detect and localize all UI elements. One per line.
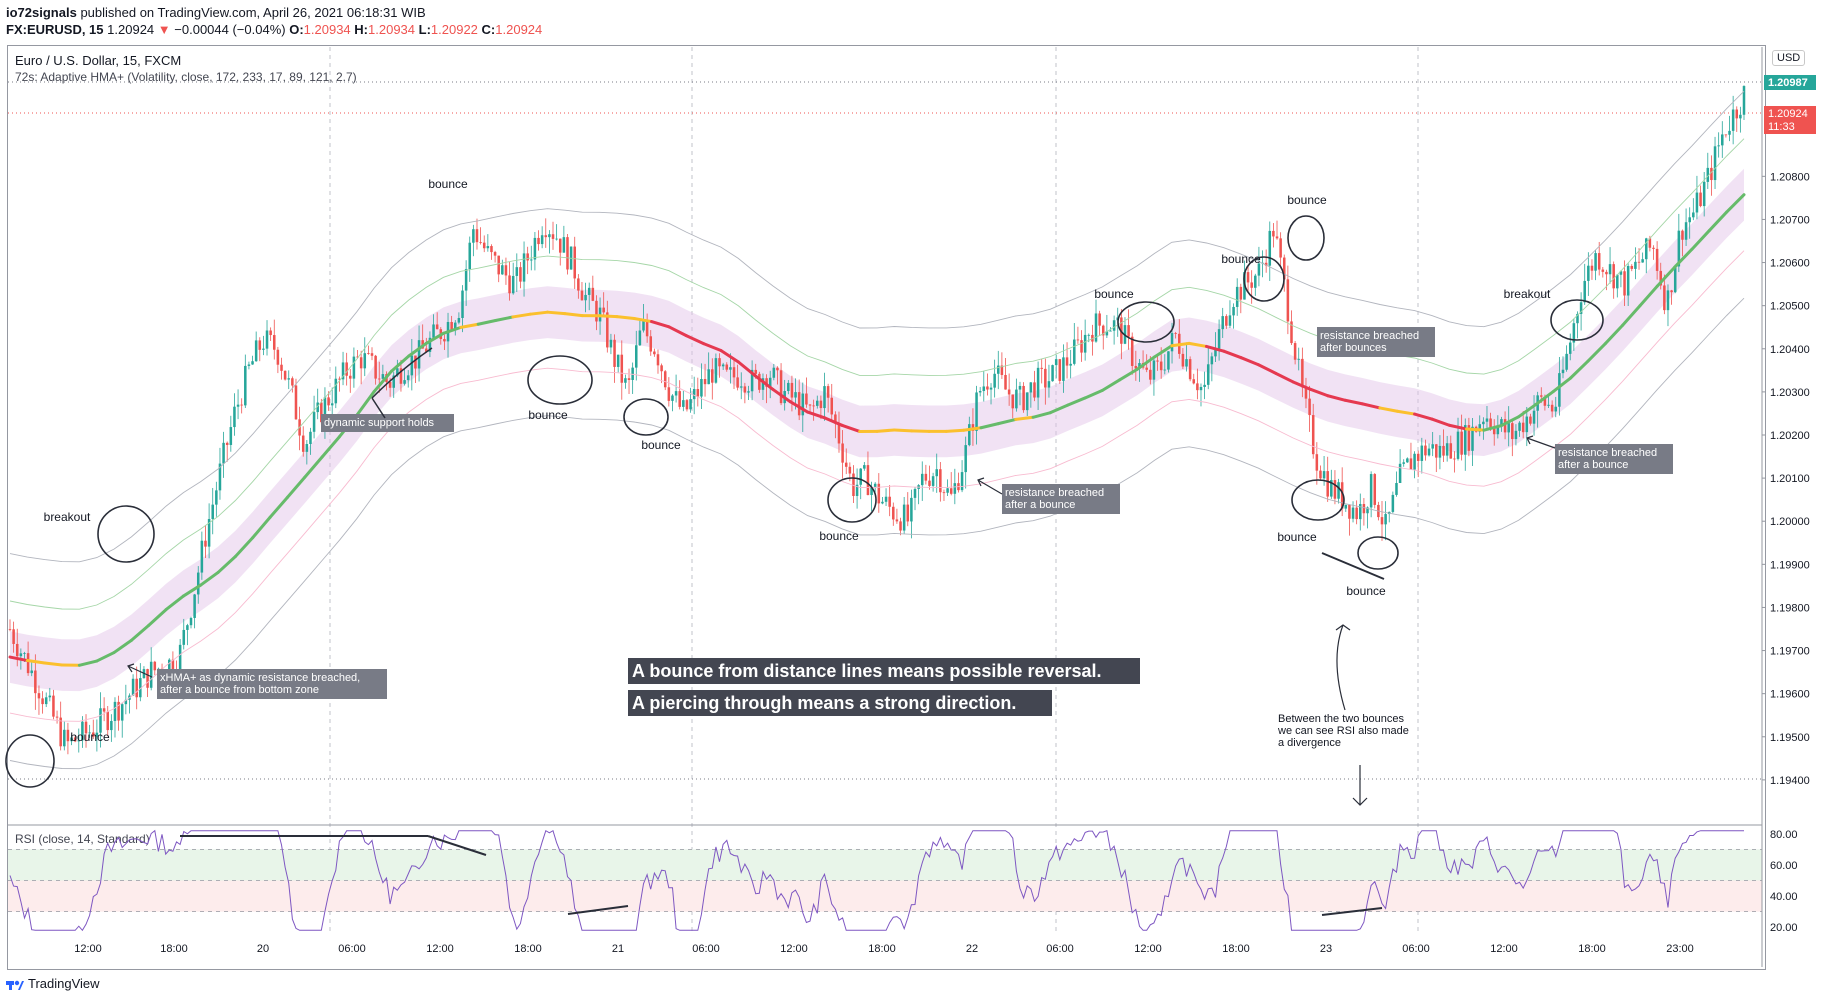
price-badge-red <box>1764 106 1816 134</box>
y-tick-label: 1.19600 <box>1770 689 1810 701</box>
down-arrow-icon: ▼ <box>157 22 171 37</box>
y-tick-label: 1.19800 <box>1770 602 1810 614</box>
chart-legend-title[interactable]: Euro / U.S. Dollar, 15, FXCM <box>15 53 182 68</box>
rsi-tick-label: 40.00 <box>1770 891 1798 903</box>
y-tick-label: 1.19700 <box>1770 646 1810 658</box>
tradingview-footer[interactable]: TradingView <box>6 976 100 991</box>
tradingview-logo-icon <box>6 980 24 990</box>
price-badge-red-label: 1.20924 <box>1768 108 1808 120</box>
y-tick-label: 1.20000 <box>1770 516 1810 528</box>
l-value: 1.20922 <box>430 22 478 37</box>
publish-info: io72signals published on TradingView.com… <box>6 5 426 21</box>
y-tick-label: 1.20700 <box>1770 214 1810 226</box>
price-badge-green-label: 1.20987 <box>1768 77 1808 89</box>
h-value: 1.20934 <box>368 22 416 37</box>
author-name[interactable]: io72signals <box>6 5 77 20</box>
chart-frame[interactable] <box>7 45 1766 970</box>
symbol[interactable]: FX:EURUSD, 15 <box>6 22 104 37</box>
y-tick-label: 1.19900 <box>1770 559 1810 571</box>
rsi-tick-label: 20.00 <box>1770 922 1798 934</box>
y-tick-label: 1.19500 <box>1770 732 1810 744</box>
price-change: −0.00044 (−0.04%) <box>174 22 286 37</box>
y-tick-label: 1.20300 <box>1770 387 1810 399</box>
o-label: O: <box>289 22 304 37</box>
rsi-legend[interactable]: RSI (close, 14, Standard) <box>15 832 150 846</box>
y-tick-label: 1.20200 <box>1770 430 1810 442</box>
y-tick-label: 1.20500 <box>1770 301 1810 313</box>
y-tick-label: 1.20800 <box>1770 171 1810 183</box>
l-label: L: <box>418 22 431 37</box>
indicator-legend[interactable]: 72s: Adaptive HMA+ (Volatility, close, 1… <box>15 70 357 84</box>
last-price: 1.20924 <box>107 22 155 37</box>
y-tick-label: 1.20400 <box>1770 344 1810 356</box>
footer-brand: TradingView <box>28 976 100 991</box>
publish-text: published on TradingView.com, April 26, … <box>80 5 426 20</box>
ohlc-bar: FX:EURUSD, 15 1.20924 ▼ −0.00044 (−0.04%… <box>6 22 542 38</box>
o-value: 1.20934 <box>303 22 351 37</box>
rsi-tick-label: 80.00 <box>1770 829 1798 841</box>
c-value: 1.20924 <box>495 22 543 37</box>
y-tick-label: 1.19400 <box>1770 775 1810 787</box>
h-label: H: <box>354 22 369 37</box>
y-tick-label: 1.20600 <box>1770 258 1810 270</box>
price-badge-green <box>1764 75 1816 90</box>
c-label: C: <box>481 22 496 37</box>
currency-button[interactable]: USD <box>1772 50 1806 66</box>
price-badge-time-label: 11:33 <box>1768 121 1795 133</box>
y-tick-label: 1.20100 <box>1770 473 1810 485</box>
rsi-tick-label: 60.00 <box>1770 860 1798 872</box>
